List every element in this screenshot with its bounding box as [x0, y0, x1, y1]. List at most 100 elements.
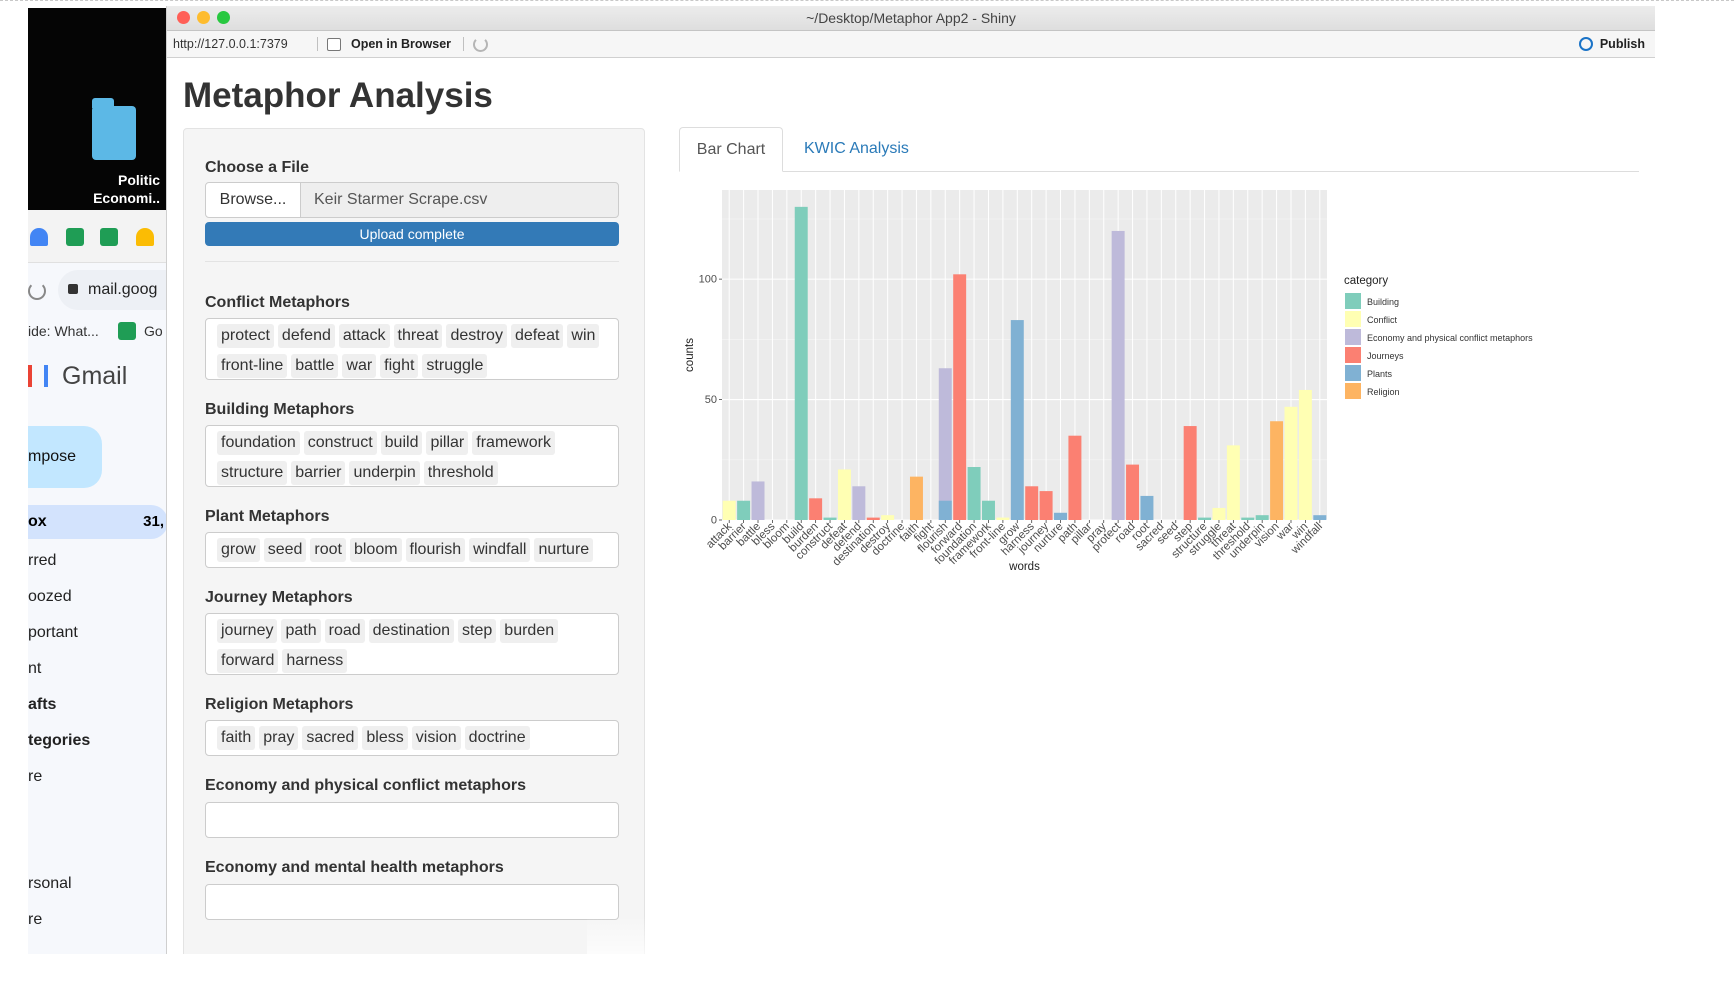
select-tag[interactable]: war — [342, 354, 377, 378]
select-tag[interactable]: win — [567, 324, 600, 348]
select-tag[interactable]: foundation — [217, 431, 300, 455]
legend-title: category — [1344, 275, 1388, 287]
app-url[interactable]: http://127.0.0.1:7379 — [173, 37, 288, 51]
select-tag[interactable]: windfall — [469, 538, 531, 562]
select-tag[interactable]: underpin — [349, 461, 420, 485]
gmail-nav-item[interactable]: rsonal — [28, 875, 72, 892]
select-tag[interactable]: front-line — [217, 354, 288, 378]
bookmark-text[interactable]: ide: What... — [28, 323, 99, 339]
select-tag[interactable]: defend — [277, 324, 335, 348]
select-tag[interactable]: faith — [217, 726, 256, 750]
select-tag[interactable]: grow — [217, 538, 260, 562]
select-tag[interactable]: sacred — [302, 726, 359, 750]
bar-plants — [1054, 512, 1067, 520]
select-tag[interactable]: defeat — [510, 324, 564, 348]
gmail-nav-item[interactable]: nt — [28, 660, 42, 677]
refresh-icon[interactable] — [473, 37, 488, 52]
tab-kwic-analysis[interactable]: KWIC Analysis — [804, 140, 909, 157]
bar-economy-and-physical-conflict-metaphors — [852, 486, 866, 520]
file-name-field[interactable]: Keir Starmer Scrape.csv — [300, 182, 619, 218]
select-tag[interactable]: threshold — [423, 461, 498, 485]
select-tag[interactable]: path — [281, 619, 321, 643]
select-tag[interactable]: bless — [362, 726, 408, 750]
select-tag[interactable]: step — [458, 619, 497, 643]
gmail-nav-item[interactable]: portant — [28, 624, 78, 641]
gmail-inbox-item[interactable]: ox 31, — [28, 505, 168, 539]
select-tag[interactable]: vision — [411, 726, 461, 750]
select-tag[interactable]: construct — [303, 431, 377, 455]
open-in-browser-icon[interactable] — [327, 38, 341, 51]
tab-bar-chart[interactable]: Bar Chart — [679, 127, 783, 172]
select-tag[interactable]: nurture — [534, 538, 594, 562]
select-tag[interactable]: pillar — [426, 431, 469, 455]
select-tag[interactable]: forward — [217, 649, 279, 673]
maximize-window-icon[interactable] — [217, 11, 230, 24]
select-tag[interactable]: journey — [217, 619, 278, 643]
select-tag[interactable]: structure — [217, 461, 288, 485]
select-tag[interactable]: burden — [500, 619, 559, 643]
gmail-logo[interactable]: Gmail — [28, 362, 127, 391]
economy-mental-health-select[interactable] — [205, 884, 619, 920]
gmail-address-bar[interactable]: mail.goog — [58, 270, 168, 310]
legend-label: Building — [1367, 297, 1399, 307]
legend-key — [1345, 347, 1361, 363]
google-drive-icon[interactable] — [30, 228, 48, 246]
select-tag[interactable]: build — [380, 431, 423, 455]
gmail-nav-item[interactable]: re — [28, 911, 43, 928]
journey-metaphors-select[interactable]: journey path road destination step burden forw… — [205, 613, 619, 675]
close-window-icon[interactable] — [177, 11, 190, 24]
bar-conflict — [722, 500, 736, 520]
compose-label: mpose — [28, 448, 77, 465]
google-sheets-icon[interactable] — [66, 228, 84, 246]
select-tag[interactable]: fight — [380, 354, 419, 378]
gmail-nav-item[interactable]: tegories — [28, 732, 91, 749]
religion-metaphors-select[interactable]: faith pray sacred bless vision doctrine — [205, 720, 619, 756]
folder-label: Economi.. — [93, 190, 160, 206]
google-drive-icon[interactable] — [136, 228, 154, 246]
gmail-nav-item[interactable]: oozed — [28, 588, 72, 605]
google-sheets-icon[interactable] — [118, 322, 136, 340]
select-tag[interactable]: threat — [393, 324, 443, 348]
select-tag[interactable]: bloom — [349, 538, 402, 562]
select-tag[interactable]: doctrine — [464, 726, 530, 750]
gmail-address-text: mail.goog — [88, 281, 158, 298]
legend-label: Journeys — [1367, 351, 1404, 361]
bar-conflict — [996, 517, 1010, 520]
select-tag[interactable]: attack — [338, 324, 390, 348]
gmail-nav-item[interactable]: re — [28, 768, 43, 785]
gmail-nav-item[interactable]: rred — [28, 552, 57, 569]
open-in-browser-button[interactable]: Open in Browser — [351, 37, 452, 51]
compose-button[interactable]: mpose — [28, 426, 102, 488]
bar-conflict — [881, 515, 895, 520]
select-tag[interactable]: battle — [291, 354, 339, 378]
gmail-nav-item[interactable]: afts — [28, 696, 57, 713]
reload-icon[interactable] — [28, 282, 46, 300]
select-tag[interactable]: destination — [368, 619, 455, 643]
economy-physical-conflict-select[interactable] — [205, 802, 619, 838]
bookmark-text[interactable]: Go — [144, 323, 163, 339]
select-tag[interactable]: destroy — [446, 324, 507, 348]
bar-economy-and-physical-conflict-metaphors — [1111, 230, 1125, 520]
select-tag[interactable]: road — [324, 619, 365, 643]
folder-icon[interactable] — [92, 98, 136, 160]
publish-icon[interactable] — [1579, 37, 1593, 51]
select-tag[interactable]: flourish — [405, 538, 466, 562]
bar-journeys — [1025, 486, 1039, 520]
google-sheets-icon[interactable] — [100, 228, 118, 246]
select-tag[interactable]: harness — [282, 649, 348, 673]
bar-journeys — [1183, 426, 1197, 520]
select-tag[interactable]: protect — [217, 324, 274, 348]
building-metaphors-select[interactable]: foundation construct build pillar framework s… — [205, 425, 619, 487]
select-tag[interactable]: struggle — [422, 354, 488, 378]
plant-metaphors-select[interactable]: grow seed root bloom flourish windfall nurture — [205, 532, 619, 568]
select-tag[interactable]: seed — [263, 538, 307, 562]
select-tag[interactable]: root — [310, 538, 346, 562]
bar-building — [737, 500, 751, 520]
publish-button[interactable]: Publish — [1599, 37, 1645, 51]
conflict-metaphors-select[interactable]: protect defend attack threat destroy defeat wi… — [205, 318, 619, 380]
select-tag[interactable]: barrier — [291, 461, 346, 485]
browse-button[interactable]: Browse... — [205, 182, 301, 218]
minimize-window-icon[interactable] — [197, 11, 210, 24]
select-tag[interactable]: pray — [259, 726, 299, 750]
select-tag[interactable]: framework — [472, 431, 555, 455]
